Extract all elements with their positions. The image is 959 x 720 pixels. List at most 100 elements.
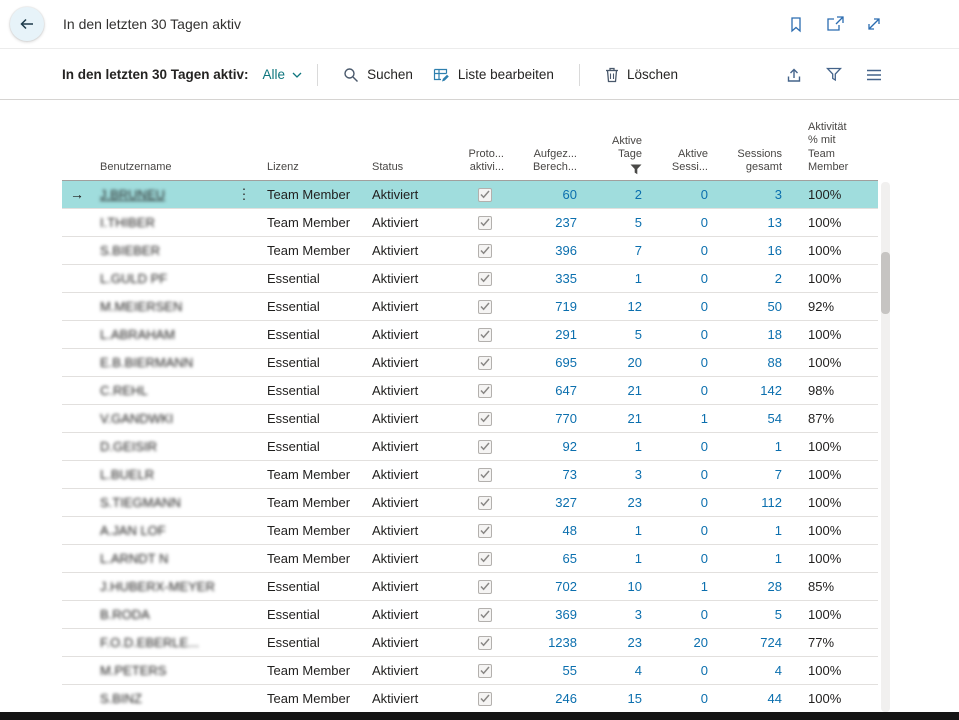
recorded-permissions-link[interactable]: 73 xyxy=(562,466,577,482)
username-link[interactable]: S.BINZ xyxy=(100,690,142,706)
active-days-link[interactable]: 1 xyxy=(634,550,642,566)
protocol-checkbox[interactable] xyxy=(477,411,492,426)
table-row[interactable]: V.GANDWKI Essential Aktiviert 770 21 1 54 87% xyxy=(62,404,878,433)
active-sessions-link[interactable]: 0 xyxy=(700,690,708,706)
row-selector-cell[interactable] xyxy=(62,628,92,657)
protocol-checkbox[interactable] xyxy=(477,383,492,398)
table-row[interactable]: M.MEIERSEN Essential Aktiviert 719 12 0 50 92% xyxy=(62,292,878,321)
table-row[interactable]: F.O.D.EBERLE... Essential Aktiviert 1238 23 2… xyxy=(62,628,878,657)
table-row[interactable]: L.GULD PF Essential Aktiviert 335 1 0 2 100% xyxy=(62,264,878,293)
table-row[interactable]: L.BUELR Team Member Aktiviert 73 3 0 7 100% xyxy=(62,460,878,489)
column-header-license[interactable]: Lizenz xyxy=(259,100,364,181)
recorded-permissions-link[interactable]: 237 xyxy=(555,214,577,230)
protocol-checkbox[interactable] xyxy=(477,355,492,370)
protocol-checkbox[interactable] xyxy=(477,663,492,678)
sessions-total-link[interactable]: 1 xyxy=(774,550,782,566)
sessions-total-link[interactable]: 3 xyxy=(774,186,782,202)
row-selector-cell[interactable] xyxy=(62,572,92,601)
sessions-total-link[interactable]: 28 xyxy=(767,578,782,594)
table-row[interactable]: S.TIEGMANN Team Member Aktiviert 327 23 0 112 1… xyxy=(62,488,878,517)
active-days-link[interactable]: 10 xyxy=(627,578,642,594)
sessions-total-link[interactable]: 54 xyxy=(767,410,782,426)
protocol-checkbox[interactable] xyxy=(477,215,492,230)
username-link[interactable]: L.GULD PF xyxy=(100,270,168,286)
recorded-permissions-link[interactable]: 1238 xyxy=(548,634,577,650)
username-link[interactable]: E.B.BIERMANN xyxy=(100,354,194,370)
table-row[interactable]: → J.BRUNEU ⋮ Team Member Aktiviert 60 2 0 3 100% xyxy=(62,180,878,209)
edit-list-button[interactable]: Liste bearbeiten xyxy=(423,61,564,89)
protocol-checkbox[interactable] xyxy=(477,467,492,482)
active-sessions-link[interactable]: 0 xyxy=(700,186,708,202)
protocol-checkbox[interactable] xyxy=(477,243,492,258)
table-row[interactable]: B.RODA Essential Aktiviert 369 3 0 5 100% xyxy=(62,600,878,629)
list-view-icon[interactable] xyxy=(864,65,884,85)
username-link[interactable]: J.BRUNEU xyxy=(100,186,166,202)
row-selector-cell[interactable] xyxy=(62,684,92,713)
active-sessions-link[interactable]: 1 xyxy=(700,578,708,594)
recorded-permissions-link[interactable]: 335 xyxy=(555,270,577,286)
column-funnel-icon[interactable] xyxy=(593,164,642,175)
username-link[interactable]: L.ABRAHAM xyxy=(100,326,176,342)
active-sessions-link[interactable]: 0 xyxy=(700,438,708,454)
active-sessions-link[interactable]: 0 xyxy=(700,662,708,678)
username-link[interactable]: L.BUELR xyxy=(100,466,155,482)
active-sessions-link[interactable]: 0 xyxy=(700,494,708,510)
recorded-permissions-link[interactable]: 65 xyxy=(562,550,577,566)
row-selector-cell[interactable] xyxy=(62,264,92,293)
recorded-permissions-link[interactable]: 647 xyxy=(555,382,577,398)
row-selector-cell[interactable] xyxy=(62,544,92,573)
sessions-total-link[interactable]: 88 xyxy=(767,354,782,370)
row-selector-cell[interactable]: → xyxy=(62,180,92,209)
row-selector-cell[interactable] xyxy=(62,208,92,237)
row-selector-cell[interactable] xyxy=(62,488,92,517)
username-link[interactable]: F.O.D.EBERLE... xyxy=(100,634,199,650)
column-header-active_days[interactable]: Aktive Tage xyxy=(585,100,650,181)
active-sessions-link[interactable]: 0 xyxy=(700,242,708,258)
row-selector-cell[interactable] xyxy=(62,320,92,349)
row-selector-cell[interactable] xyxy=(62,236,92,265)
table-row[interactable]: A.JAN LOF Team Member Aktiviert 48 1 0 1 100% xyxy=(62,516,878,545)
filter-icon[interactable] xyxy=(824,65,844,85)
active-days-link[interactable]: 1 xyxy=(634,438,642,454)
search-button[interactable]: Suchen xyxy=(333,61,423,89)
table-row[interactable]: S.BINZ Team Member Aktiviert 246 15 0 44 100% xyxy=(62,684,878,713)
active-days-link[interactable]: 21 xyxy=(627,382,642,398)
active-days-link[interactable]: 23 xyxy=(627,634,642,650)
active-days-link[interactable]: 4 xyxy=(634,662,642,678)
active-sessions-link[interactable]: 0 xyxy=(700,466,708,482)
recorded-permissions-link[interactable]: 291 xyxy=(555,326,577,342)
active-days-link[interactable]: 21 xyxy=(627,410,642,426)
username-link[interactable]: V.GANDWKI xyxy=(100,410,174,426)
active-days-link[interactable]: 1 xyxy=(634,522,642,538)
table-row[interactable]: L.ARNDT N Team Member Aktiviert 65 1 0 1 100% xyxy=(62,544,878,573)
sessions-total-link[interactable]: 2 xyxy=(774,270,782,286)
username-link[interactable]: A.JAN LOF xyxy=(100,522,166,538)
protocol-checkbox[interactable] xyxy=(477,327,492,342)
row-selector-cell[interactable] xyxy=(62,432,92,461)
protocol-checkbox[interactable] xyxy=(477,551,492,566)
row-selector-cell[interactable] xyxy=(62,404,92,433)
filter-dropdown[interactable]: Alle xyxy=(263,67,303,82)
username-link[interactable]: S.TIEGMANN xyxy=(100,494,181,510)
active-days-link[interactable]: 1 xyxy=(634,270,642,286)
recorded-permissions-link[interactable]: 396 xyxy=(555,242,577,258)
active-sessions-link[interactable]: 0 xyxy=(700,522,708,538)
sessions-total-link[interactable]: 724 xyxy=(760,634,782,650)
row-selector-cell[interactable] xyxy=(62,292,92,321)
username-link[interactable]: M.PETERS xyxy=(100,662,167,678)
share-icon[interactable] xyxy=(784,65,804,85)
protocol-checkbox[interactable] xyxy=(477,187,492,202)
vertical-scrollbar[interactable] xyxy=(881,182,890,712)
active-days-link[interactable]: 7 xyxy=(634,242,642,258)
table-row[interactable]: C.REHL Essential Aktiviert 647 21 0 142 98% xyxy=(62,376,878,405)
active-sessions-link[interactable]: 0 xyxy=(700,298,708,314)
table-row[interactable]: J.HUBERX-MEYER Essential Aktiviert 702 10 1 28… xyxy=(62,572,878,601)
username-link[interactable]: B.RODA xyxy=(100,606,150,622)
open-in-window-icon[interactable] xyxy=(825,14,845,34)
table-row[interactable]: S.BIEBER Team Member Aktiviert 396 7 0 16 100% xyxy=(62,236,878,265)
sessions-total-link[interactable]: 13 xyxy=(767,214,782,230)
sessions-total-link[interactable]: 142 xyxy=(760,382,782,398)
recorded-permissions-link[interactable]: 369 xyxy=(555,606,577,622)
active-days-link[interactable]: 15 xyxy=(627,690,642,706)
sessions-total-link[interactable]: 50 xyxy=(767,298,782,314)
